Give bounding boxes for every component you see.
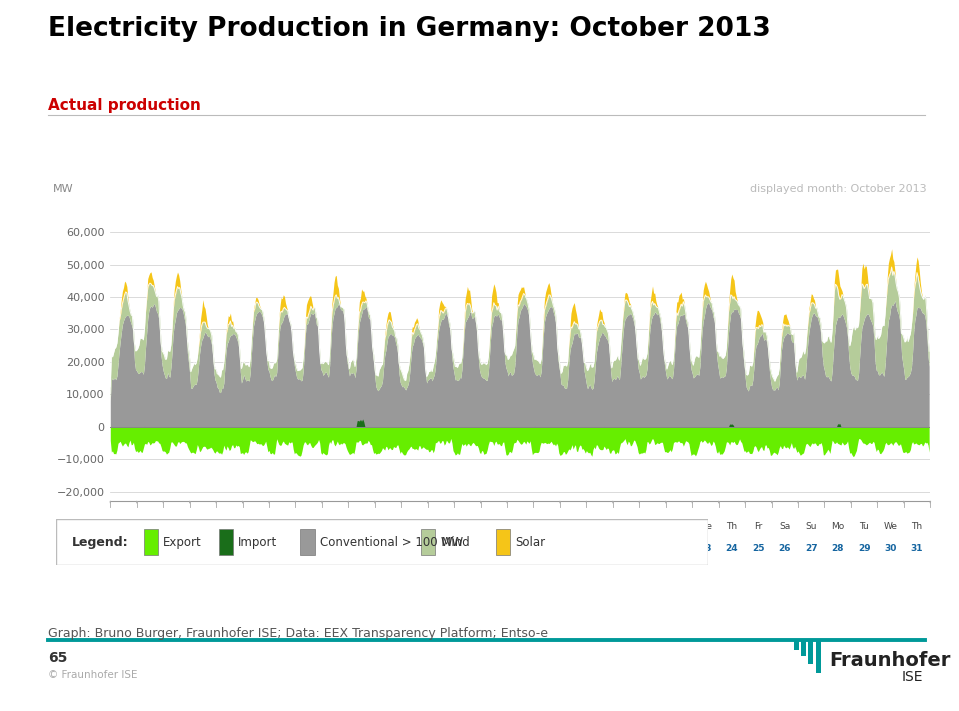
Text: 05: 05 [223, 544, 236, 553]
Bar [815, 640, 821, 673]
Text: 23: 23 [699, 544, 712, 553]
Text: Mo: Mo [460, 522, 474, 531]
Text: Su: Su [620, 522, 632, 531]
Bar [300, 529, 315, 555]
Text: Fr: Fr [569, 522, 577, 531]
Text: displayed month: October 2013: displayed month: October 2013 [750, 184, 926, 194]
Text: Sa: Sa [409, 522, 420, 531]
Text: 16: 16 [514, 544, 526, 553]
Text: Mo: Mo [645, 522, 659, 531]
Text: Th: Th [726, 522, 737, 531]
Text: Actual production: Actual production [48, 98, 200, 113]
Text: © Fraunhofer ISE: © Fraunhofer ISE [48, 670, 137, 680]
Text: We: We [328, 522, 342, 531]
Text: Export: Export [163, 535, 202, 549]
Text: Fraunhofer: Fraunhofer [830, 651, 951, 670]
Text: Su: Su [806, 522, 817, 531]
Text: We: We [883, 522, 898, 531]
Text: Tu: Tu [674, 522, 684, 531]
Text: 29: 29 [857, 544, 871, 553]
Text: 14: 14 [461, 544, 474, 553]
Text: 12: 12 [409, 544, 421, 553]
Text: 13: 13 [434, 544, 447, 553]
Text: 11: 11 [382, 544, 394, 553]
Text: Sa: Sa [223, 522, 235, 531]
Text: Su: Su [250, 522, 262, 531]
Text: 25: 25 [752, 544, 764, 553]
Text: We: We [698, 522, 713, 531]
Text: Tu: Tu [119, 522, 129, 531]
Text: Mo: Mo [831, 522, 844, 531]
Bar [801, 640, 807, 656]
Text: Electricity Production in Germany: October 2013: Electricity Production in Germany: Octob… [48, 16, 771, 42]
Text: 04: 04 [197, 544, 209, 553]
Text: Tu: Tu [304, 522, 314, 531]
Text: Wind: Wind [440, 535, 470, 549]
Text: Sa: Sa [779, 522, 790, 531]
Text: 02: 02 [144, 544, 156, 553]
Text: Su: Su [435, 522, 447, 531]
Bar [794, 640, 799, 650]
Text: 18: 18 [567, 544, 579, 553]
Text: 65: 65 [48, 651, 67, 665]
Text: Fr: Fr [754, 522, 762, 531]
Text: Import: Import [238, 535, 277, 549]
Bar [421, 529, 435, 555]
Text: 27: 27 [805, 544, 817, 553]
Text: Tu: Tu [859, 522, 869, 531]
Text: MW: MW [53, 184, 74, 194]
Text: Th: Th [171, 522, 182, 531]
Text: 30: 30 [884, 544, 897, 553]
Text: 09: 09 [329, 544, 341, 553]
Text: 07: 07 [276, 544, 289, 553]
Text: Th: Th [911, 522, 923, 531]
Text: Fr: Fr [199, 522, 207, 531]
Text: Th: Th [356, 522, 367, 531]
Text: 24: 24 [726, 544, 738, 553]
Text: 20: 20 [620, 544, 632, 553]
Text: 26: 26 [779, 544, 791, 553]
Text: 28: 28 [831, 544, 844, 553]
Text: Graph: Bruno Burger, Fraunhofer ISE; Data: EEX Transparency Platform; Entso-e: Graph: Bruno Burger, Fraunhofer ISE; Dat… [48, 627, 548, 640]
Bar [496, 529, 510, 555]
Text: Conventional > 100 MW: Conventional > 100 MW [319, 535, 463, 549]
Text: Solar: Solar [515, 535, 546, 549]
Text: ISE: ISE [902, 670, 924, 684]
Text: 10: 10 [356, 544, 367, 553]
Text: Legend:: Legend: [72, 535, 129, 549]
Text: 06: 06 [249, 544, 262, 553]
Text: 17: 17 [540, 544, 553, 553]
Text: Fr: Fr [384, 522, 392, 531]
Text: Sa: Sa [594, 522, 605, 531]
Bar [808, 640, 813, 663]
Bar [144, 529, 158, 555]
Text: We: We [513, 522, 527, 531]
Text: 21: 21 [646, 544, 659, 553]
Text: Th: Th [541, 522, 552, 531]
Text: 19: 19 [594, 544, 606, 553]
Text: Mo: Mo [275, 522, 289, 531]
Text: 08: 08 [302, 544, 315, 553]
Text: 22: 22 [672, 544, 686, 553]
Bar [219, 529, 233, 555]
Text: 31: 31 [911, 544, 924, 553]
Text: 03: 03 [170, 544, 182, 553]
Text: 15: 15 [487, 544, 500, 553]
Text: We: We [143, 522, 157, 531]
Text: Tu: Tu [489, 522, 499, 531]
Text: 01: 01 [117, 544, 129, 553]
